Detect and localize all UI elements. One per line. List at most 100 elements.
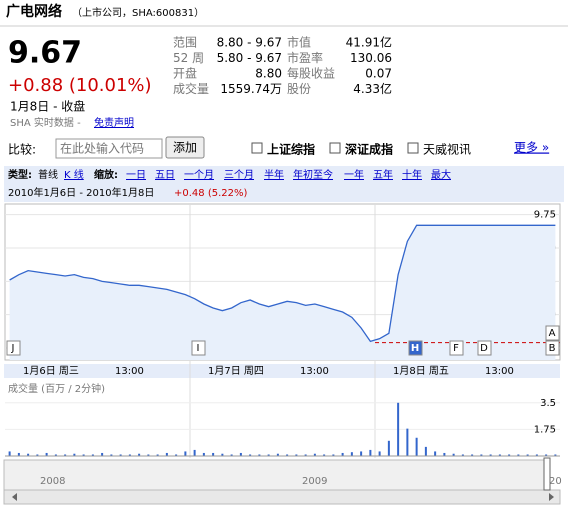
volume-bar xyxy=(82,454,85,456)
toolbar xyxy=(4,166,564,202)
news-flag-letter: J xyxy=(11,343,15,354)
volume-bar xyxy=(258,454,261,456)
volume-bar xyxy=(304,454,307,456)
company-name: 广电网络 xyxy=(6,3,62,20)
volume-bar xyxy=(156,454,159,456)
zoom-option[interactable]: 半年 xyxy=(264,168,284,181)
volume-bar xyxy=(360,451,363,456)
news-flag[interactable] xyxy=(477,340,492,356)
price-area xyxy=(9,225,556,360)
scrollbar[interactable] xyxy=(3,489,561,505)
symbol-input[interactable] xyxy=(55,138,163,159)
volume-bar xyxy=(8,451,11,456)
volume-bar xyxy=(350,452,353,456)
zoom-option[interactable]: 一日 xyxy=(126,170,146,181)
volume-bar xyxy=(286,454,289,456)
volume-bar xyxy=(313,453,316,456)
stat-label: 每股收益 xyxy=(287,66,335,81)
zoom-option[interactable]: 最大 xyxy=(431,168,451,181)
zoom-option[interactable]: 一个月 xyxy=(184,169,214,181)
index-checkbox[interactable] xyxy=(407,142,419,154)
index-checkbox[interactable] xyxy=(251,142,263,154)
timeline[interactable] xyxy=(3,459,545,491)
volume-title: 成交量 (百万 / 2分钟) xyxy=(8,382,105,395)
stat-label: 成交量 xyxy=(173,81,209,96)
news-flag[interactable] xyxy=(545,325,560,341)
volume-bar xyxy=(424,446,427,456)
zoom-option[interactable]: 年初至今 xyxy=(293,168,333,181)
zoom-option[interactable]: 十年 xyxy=(402,168,422,181)
volume-bar xyxy=(175,454,178,456)
volume-bar xyxy=(415,437,418,456)
news-flag[interactable] xyxy=(449,340,464,356)
type-option[interactable]: K 线 xyxy=(64,168,84,181)
zoom-option[interactable]: 五年 xyxy=(373,168,393,181)
volume-bar xyxy=(332,454,335,456)
index-label: 上证综指 xyxy=(267,142,315,157)
volume-bar xyxy=(119,454,122,456)
volume-bar xyxy=(147,454,150,456)
volume-bar xyxy=(101,452,104,456)
news-flag[interactable] xyxy=(545,340,560,356)
volume-bar xyxy=(221,453,224,456)
stat-label: 股份 xyxy=(287,82,311,96)
x-tick-label: 1月7日 周四 xyxy=(208,365,264,377)
volume-bar xyxy=(230,454,233,456)
input-placeholder: 在此处输入代码 xyxy=(60,141,144,156)
volume-bar xyxy=(91,454,94,456)
x-tick-label: 13:00 xyxy=(300,366,329,377)
stat-label: 市值 xyxy=(287,35,311,50)
add-button[interactable] xyxy=(165,136,205,159)
volume-bar xyxy=(434,451,437,456)
volume-bar xyxy=(165,452,168,456)
index-checkbox[interactable] xyxy=(329,142,341,154)
timeline-handle[interactable] xyxy=(543,457,551,491)
stat-value: 41.91亿 xyxy=(346,35,392,50)
volume-bar xyxy=(406,428,409,456)
timeline-year: 20 xyxy=(549,476,562,487)
stat-value: 1559.74万 xyxy=(220,82,282,96)
time-axis-band xyxy=(4,364,560,378)
stat-label: 52 周 xyxy=(173,51,204,65)
timeline-year: 2008 xyxy=(40,476,65,487)
volume-bar xyxy=(202,452,205,456)
disclaimer-link[interactable]: 免责声明 xyxy=(94,116,134,129)
index-label: 深证成指 xyxy=(345,142,393,157)
news-flag[interactable] xyxy=(408,340,423,356)
zoom-option[interactable]: 五日 xyxy=(155,170,175,181)
volume-bar xyxy=(45,452,48,456)
zoom-option[interactable]: 三个月 xyxy=(224,169,254,181)
news-flag-letter: I xyxy=(197,343,200,354)
volume-bar xyxy=(545,454,548,456)
price-change: +0.88 (10.01%) xyxy=(8,75,152,96)
volume-bar xyxy=(138,453,141,456)
volume-bar xyxy=(17,452,20,456)
zoom-option[interactable]: 一年 xyxy=(344,168,364,181)
stat-label: 市盈率 xyxy=(287,50,323,65)
volume-bar xyxy=(27,453,30,456)
volume-bar xyxy=(480,454,483,456)
y-tick-label: 9.75 xyxy=(534,210,556,221)
volume-bar xyxy=(239,452,242,456)
volume-bar xyxy=(461,454,464,456)
type-option[interactable]: 普线 xyxy=(38,168,58,181)
x-tick-label: 13:00 xyxy=(115,366,144,377)
news-flag-letter: B xyxy=(549,343,556,354)
volume-bar xyxy=(184,451,187,456)
zoom-label: 缩放: xyxy=(94,168,118,181)
volume-bar xyxy=(295,454,298,456)
volume-bar xyxy=(489,454,492,456)
more-link[interactable]: 更多 » xyxy=(514,141,549,155)
stat-value: 4.33亿 xyxy=(353,81,392,96)
volume-bar xyxy=(323,454,326,456)
volume-bar xyxy=(267,454,270,456)
news-flag[interactable] xyxy=(191,340,206,356)
volume-bar xyxy=(498,454,501,456)
company-subtitle: （上市公司，SHA:600831） xyxy=(72,6,204,19)
news-flag-letter: F xyxy=(453,343,459,354)
news-flag[interactable] xyxy=(6,340,21,356)
volume-bar xyxy=(249,454,252,456)
volume-bar xyxy=(64,454,67,456)
